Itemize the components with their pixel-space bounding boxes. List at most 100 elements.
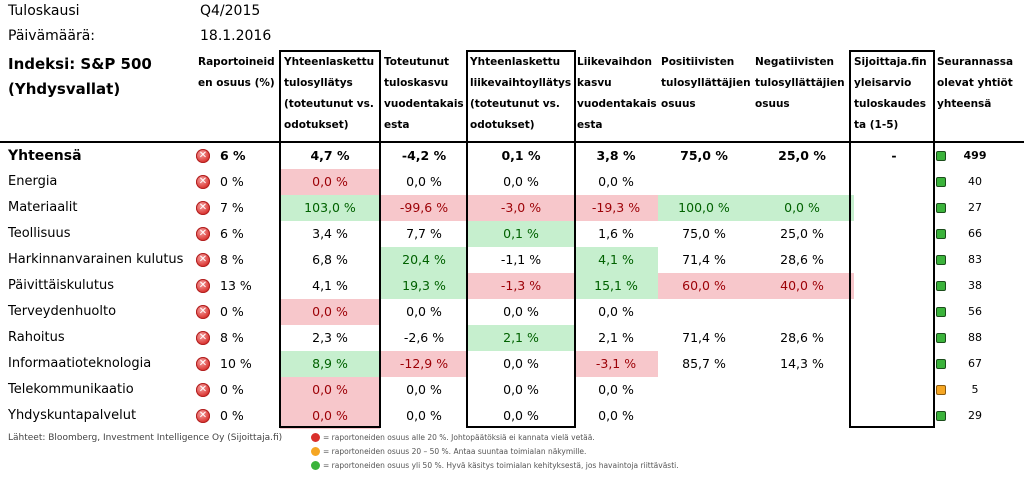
header-negative: Negatiivisten tulosyllättäjien osuus: [755, 56, 845, 110]
cell-rev-surprise: 0,1 %: [501, 148, 541, 163]
cell-eps-growth: 0,0 %: [406, 304, 442, 319]
cell-negative: 28,6 %: [780, 252, 824, 267]
cell-rev-surprise: 0,1 %: [468, 221, 574, 247]
cell-rev-surprise: -1,1 %: [500, 252, 542, 267]
header-followed: Seurannassa olevat yhtiöt yhteensä: [937, 56, 1014, 110]
followed-count: 56: [968, 305, 982, 318]
reported-share: 0 %: [220, 408, 244, 423]
red-status-icon: ✕: [196, 305, 210, 319]
followed-count: 67: [968, 357, 982, 370]
reported-share: 6 %: [220, 226, 244, 241]
green-status-icon: [936, 255, 946, 265]
reported-share: 13 %: [220, 278, 252, 293]
green-status-icon: [936, 411, 946, 421]
green-status-icon: [311, 461, 320, 470]
reported-share: 0 %: [220, 304, 244, 319]
cell-positive: [658, 299, 750, 325]
table-row: Informaatioteknologia ✕ 10 % 8,9 % -12,9 % 0,…: [0, 351, 1024, 377]
cell-rev-growth: 1,6 %: [598, 226, 634, 241]
header-rev-surprise: Yhteenlaskettu liikevaihtoyllätys (toteutu…: [470, 56, 572, 131]
green-status-icon: [936, 359, 946, 369]
cell-rev-growth: 2,1 %: [598, 330, 634, 345]
cell-negative: 25,0 %: [780, 226, 824, 241]
red-status-icon: ✕: [196, 253, 210, 267]
cell-rating: -: [891, 148, 897, 163]
cell-rev-growth: 15,1 %: [574, 273, 658, 299]
cell-rev-growth: -3,1 %: [574, 351, 658, 377]
header-rev-growth: Liikevaihdon kasvu vuodentakais esta: [577, 56, 657, 131]
cell-negative: 28,6 %: [780, 330, 824, 345]
followed-count: 66: [968, 227, 982, 240]
header-eps-surprise: Yhteenlaskettu tulosyllätys (toteutunut vs…: [284, 56, 375, 131]
header-reported: Raportoineid en osuus (%): [198, 56, 275, 89]
cell-rev-surprise: 0,0 %: [503, 304, 539, 319]
followed-count: 40: [968, 175, 982, 188]
source-note: Lähteet: Bloomberg, Investment Intellige…: [8, 433, 283, 443]
green-status-icon: [936, 151, 946, 161]
red-status-icon: ✕: [196, 331, 210, 345]
cell-rev-surprise: 0,0 %: [503, 382, 539, 397]
table-row: Yhteensä ✕ 6 % 4,7 % -4,2 % 0,1 % 3,8 % 75,0 % 2…: [0, 143, 1024, 169]
rev-surprise-column-frame: [466, 50, 576, 428]
cell-negative: 0,0 %: [750, 195, 854, 221]
orange-status-icon: [311, 447, 320, 456]
cell-positive: 60,0 %: [658, 273, 750, 299]
header-eps-growth: Toteutunut tuloskasvu vuodentakais esta: [384, 56, 464, 131]
followed-count: 38: [968, 279, 982, 292]
red-status-icon: ✕: [196, 409, 210, 423]
cell-eps-growth: 0,0 %: [406, 382, 442, 397]
legend-green: = raportoneiden osuus yli 50 %. Hyvä käs…: [323, 461, 679, 470]
table-row: Energia ✕ 0 % 0,0 % 0,0 % 0,0 % 0,0 % 40: [0, 169, 1024, 195]
cell-rev-growth: 3,8 %: [596, 148, 636, 163]
cell-negative: 14,3 %: [780, 356, 824, 371]
followed-count: 83: [968, 253, 982, 266]
sector-name: Teollisuus: [8, 226, 71, 241]
header-divider: [0, 141, 1024, 143]
cell-negative: [750, 377, 854, 403]
cell-rev-growth: 0,0 %: [598, 174, 634, 189]
green-status-icon: [936, 229, 946, 239]
cell-rev-surprise: 0,0 %: [503, 356, 539, 371]
table-row: Päivittäiskulutus ✕ 13 % 4,1 % 19,3 % -1,3 % 1…: [0, 273, 1024, 299]
cell-eps-surprise: 4,7 %: [310, 148, 350, 163]
cell-rev-growth: 0,0 %: [598, 304, 634, 319]
green-status-icon: [936, 307, 946, 317]
table-row: Telekommunikaatio ✕ 0 % 0,0 % 0,0 % 0,0 % 0,0 …: [0, 377, 1024, 403]
cell-eps-surprise: 2,3 %: [312, 330, 348, 345]
sector-name: Energia: [8, 174, 58, 189]
followed-count: 5: [971, 383, 979, 396]
sector-name: Yhteensä: [8, 148, 82, 164]
cell-eps-surprise: 0,0 %: [280, 377, 380, 403]
orange-status-icon: [936, 385, 946, 395]
cell-eps-growth: -12,9 %: [380, 351, 468, 377]
sector-name: Yhdyskuntapalvelut: [8, 408, 137, 423]
table-row: Terveydenhuolto ✕ 0 % 0,0 % 0,0 % 0,0 % 0,0 % 5…: [0, 299, 1024, 325]
legend-red: = raportoneiden osuus alle 20 %. Johtopä…: [323, 433, 595, 442]
reported-share: 10 %: [220, 356, 252, 371]
cell-eps-growth: -2,6 %: [403, 330, 445, 345]
rating-column-frame: [849, 50, 935, 428]
cell-eps-growth: 0,0 %: [406, 174, 442, 189]
red-status-icon: [311, 433, 320, 442]
period-value: Q4/2015: [200, 3, 261, 19]
cell-rev-surprise: 0,0 %: [503, 408, 539, 423]
cell-positive: 71,4 %: [682, 330, 726, 345]
cell-negative: 25,0 %: [778, 148, 826, 163]
cell-rev-surprise: 0,0 %: [503, 174, 539, 189]
cell-eps-growth: -4,2 %: [401, 148, 447, 163]
cell-negative: [750, 299, 854, 325]
cell-positive: [658, 169, 750, 195]
table-row: Rahoitus ✕ 8 % 2,3 % -2,6 % 2,1 % 2,1 % 71,4 % 2…: [0, 325, 1024, 351]
cell-eps-surprise: 0,0 %: [280, 169, 380, 195]
red-status-icon: ✕: [196, 357, 210, 371]
cell-negative: 40,0 %: [750, 273, 854, 299]
sector-name: Harkinnanvarainen kulutus: [8, 252, 184, 267]
red-status-icon: ✕: [196, 149, 210, 163]
green-status-icon: [936, 281, 946, 291]
index-subtitle: (Yhdysvallat): [8, 80, 121, 98]
cell-positive: 85,7 %: [682, 356, 726, 371]
cell-eps-surprise: 3,4 %: [312, 226, 348, 241]
cell-eps-growth: -99,6 %: [380, 195, 468, 221]
cell-eps-growth: 0,0 %: [406, 408, 442, 423]
period-label: Tuloskausi: [8, 3, 80, 19]
